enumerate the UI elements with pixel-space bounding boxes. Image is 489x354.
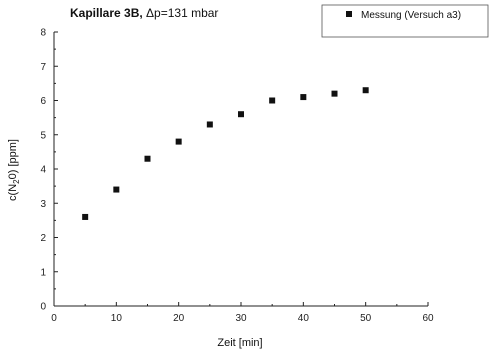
- x-tick-label: 30: [235, 313, 247, 324]
- y-tick-label: 0: [40, 302, 46, 313]
- data-point: [144, 155, 151, 162]
- y-tick-label: 8: [40, 28, 46, 39]
- data-point: [300, 94, 307, 101]
- data-point: [238, 111, 244, 118]
- chart-title-bold: Kapillare 3B,: [70, 6, 143, 20]
- y-tick-label: 4: [40, 165, 46, 176]
- y-axis-label: c(N20) [ppm]: [7, 139, 21, 201]
- data-point: [206, 121, 213, 128]
- y-tick-label: 6: [40, 96, 46, 107]
- legend-box: [321, 4, 489, 38]
- legend: Messung (Versuch a3): [321, 4, 489, 38]
- x-tick-label: 20: [173, 313, 185, 324]
- y-tick-label: 3: [40, 199, 46, 210]
- y-tick-label: 5: [40, 130, 46, 141]
- ticks: 0 10 20 30 40 50 60 0 1 2 3 4 5 6 7 8: [40, 28, 434, 325]
- x-axis-label: Zeit [min]: [217, 337, 262, 349]
- legend-label: Messung (Versuch a3): [361, 10, 461, 21]
- y-axis-label-subscript: 2: [12, 179, 21, 184]
- y-tick-label: 1: [40, 267, 46, 278]
- x-tick-label: 50: [360, 313, 372, 324]
- y-tick-label: 7: [40, 62, 46, 73]
- axes: [53, 32, 428, 307]
- legend-marker: [346, 11, 352, 17]
- data-point: [82, 213, 89, 220]
- data-point: [362, 87, 369, 94]
- x-tick-label: 40: [298, 313, 310, 324]
- x-tick-label: 0: [51, 313, 57, 324]
- data-point: [269, 97, 276, 104]
- chart-title: Kapillare 3B, Δp=131 mbar: [70, 6, 218, 20]
- data-point: [331, 90, 338, 97]
- chart-title-rest: Δp=131 mbar: [143, 6, 219, 20]
- y-axis-label-before: c(N: [7, 184, 19, 201]
- data-point: [175, 138, 182, 145]
- x-tick-label: 10: [111, 313, 123, 324]
- data-point: [113, 186, 120, 193]
- data-points: [82, 87, 369, 220]
- y-tick-label: 2: [40, 233, 46, 244]
- x-tick-label: 60: [422, 313, 434, 324]
- y-axis-label-after: 0) [ppm]: [7, 139, 19, 179]
